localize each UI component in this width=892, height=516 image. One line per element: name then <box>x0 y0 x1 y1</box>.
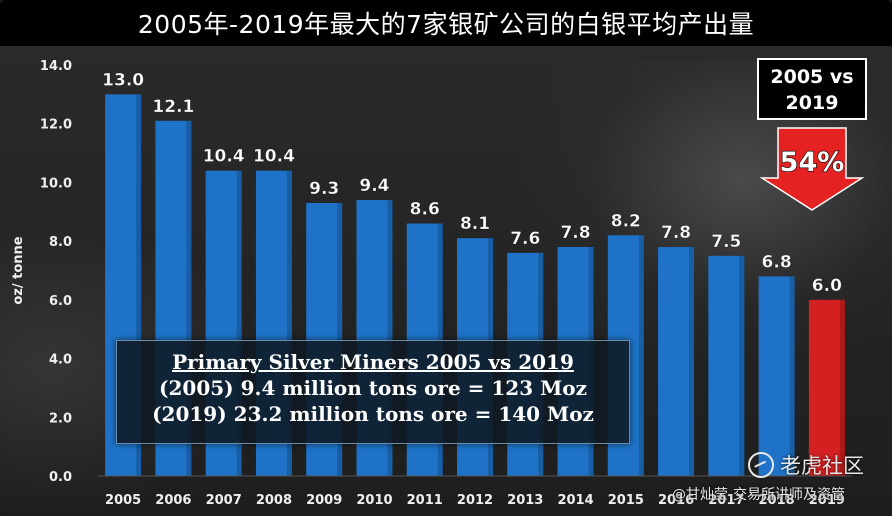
data-label: 8.1 <box>460 214 490 234</box>
bar-2019 <box>808 299 845 476</box>
x-tick-label: 2010 <box>356 493 392 508</box>
x-tick-label: 2006 <box>155 493 191 508</box>
y-axis-label: oz/ tonne <box>11 236 26 304</box>
data-label: 6.8 <box>762 252 792 272</box>
y-tick-label: 12.0 <box>40 118 72 133</box>
data-label: 7.8 <box>661 223 691 243</box>
x-tick-label: 2014 <box>557 493 593 508</box>
bar-2016 <box>658 247 695 476</box>
annotation-box: Primary Silver Miners 2005 vs 2019 (2005… <box>116 340 630 444</box>
bar-shade-2016 <box>689 247 695 476</box>
bar-shade-2006 <box>186 120 192 477</box>
y-tick-label: 8.0 <box>49 235 72 250</box>
annotation-heading: Primary Silver Miners 2005 vs 2019 <box>172 350 574 374</box>
x-tick-label: 2017 <box>708 493 744 508</box>
y-tick-label: 10.0 <box>40 176 72 191</box>
tiger-logo-icon <box>748 452 774 478</box>
bar-shade-2008 <box>286 170 292 476</box>
bar-shade-2009 <box>337 202 343 476</box>
data-label: 13.0 <box>102 70 144 90</box>
bar-2018 <box>758 276 795 476</box>
data-label: 10.4 <box>203 147 245 167</box>
bar-shade-2010 <box>387 200 393 477</box>
bar-shade-2015 <box>638 235 644 476</box>
x-tick-label: 2012 <box>457 493 493 508</box>
data-label: 9.3 <box>309 179 339 199</box>
data-label: 10.4 <box>253 147 295 167</box>
y-tick-label: 2.0 <box>49 411 72 426</box>
y-tick-label: 4.0 <box>49 353 72 368</box>
watermark-logo: 老虎社区 <box>748 450 864 480</box>
bar-shade-2018 <box>789 276 795 476</box>
data-label: 9.4 <box>359 176 389 196</box>
arrow-percent-label: 54% <box>780 147 845 178</box>
y-tick-label: 14.0 <box>40 59 72 74</box>
x-tick-label: 2019 <box>809 493 845 508</box>
y-tick-label: 6.0 <box>49 294 72 309</box>
data-label: 6.0 <box>812 276 842 296</box>
down-arrow-icon <box>759 127 865 211</box>
data-label: 8.6 <box>410 200 440 220</box>
x-tick-label: 2005 <box>105 493 141 508</box>
watermark-logo-text: 老虎社区 <box>780 454 864 478</box>
bar-shade-2005 <box>136 94 142 476</box>
x-tick-label: 2009 <box>306 493 342 508</box>
callout-line-1: 2005 vs <box>770 66 854 88</box>
x-tick-label: 2015 <box>608 493 644 508</box>
data-label: 8.2 <box>611 211 641 231</box>
x-tick-label: 2013 <box>507 493 543 508</box>
bar-2017 <box>708 255 745 476</box>
x-tick-label: 2018 <box>759 493 795 508</box>
data-label: 7.6 <box>510 229 540 249</box>
bar-shade-2007 <box>236 170 242 476</box>
data-label: 12.1 <box>152 97 194 117</box>
data-label: 7.5 <box>711 232 741 252</box>
bar-shade-2019 <box>839 299 845 476</box>
watermark-user: @甘灿莹-交易所讲师及资管 <box>672 487 846 503</box>
x-tick-label: 2016 <box>658 493 694 508</box>
chart-title: 2005年-2019年最大的7家银矿公司的白银平均产出量 <box>137 10 755 39</box>
x-tick-label: 2008 <box>256 493 292 508</box>
x-tick-label: 2007 <box>206 493 242 508</box>
y-tick-label: 0.0 <box>49 470 72 485</box>
callout-line-2: 2019 <box>785 92 839 114</box>
bar-shade-2017 <box>739 255 745 476</box>
annotation-line-2005: (2005) 9.4 million tons ore = 123 Moz <box>159 376 587 400</box>
annotation-line-2019: (2019) 23.2 million tons ore = 140 Moz <box>152 402 594 426</box>
title-bar: 2005年-2019年最大的7家银矿公司的白银平均产出量 <box>0 0 892 46</box>
data-label: 7.8 <box>560 223 590 243</box>
x-tick-label: 2011 <box>407 493 443 508</box>
comparison-callout: 2005 vs 2019 <box>757 58 867 120</box>
